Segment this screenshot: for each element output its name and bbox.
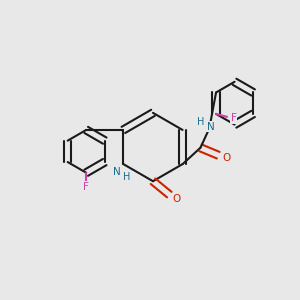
Text: H: H: [197, 117, 205, 127]
Text: F: F: [231, 113, 237, 123]
Text: N: N: [113, 167, 121, 177]
Text: O: O: [172, 194, 181, 204]
Text: H: H: [123, 172, 130, 182]
Text: O: O: [222, 153, 231, 163]
Text: N: N: [207, 122, 215, 132]
Text: F: F: [83, 182, 89, 192]
